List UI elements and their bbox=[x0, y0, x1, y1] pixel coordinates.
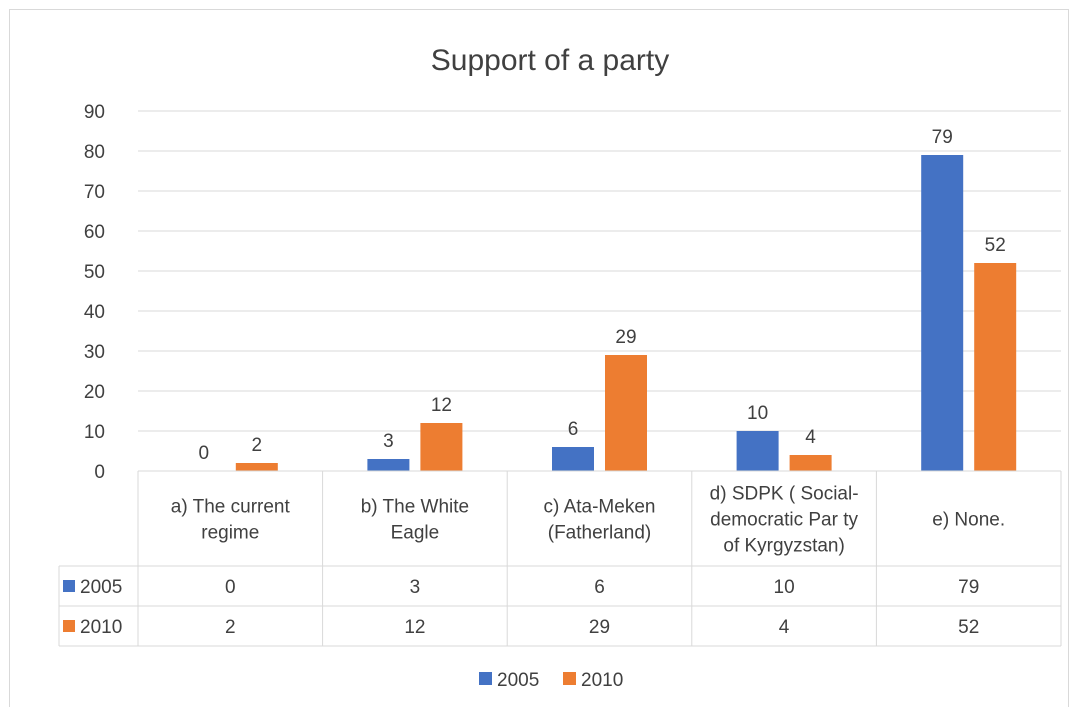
legend-swatch bbox=[479, 672, 492, 685]
chart-title: Support of a party bbox=[431, 44, 669, 77]
table-series-label: 2005 bbox=[80, 577, 122, 598]
category-label: d) SDPK ( Social- bbox=[710, 484, 859, 505]
category-label: a) The current bbox=[171, 497, 291, 518]
table-cell: 29 bbox=[589, 617, 610, 638]
bar-2010-3 bbox=[789, 455, 832, 471]
bars bbox=[235, 155, 1017, 471]
data-label-2005-4: 79 bbox=[932, 127, 953, 148]
y-tick-label: 70 bbox=[84, 182, 105, 203]
legend-swatch bbox=[563, 672, 576, 685]
y-tick-label: 0 bbox=[94, 462, 105, 483]
category-label: of Kyrgyzstan) bbox=[723, 536, 844, 557]
y-axis: 0 10 20 30 40 50 60 70 80 90 bbox=[84, 102, 105, 483]
y-tick-label: 90 bbox=[84, 102, 105, 123]
data-label-2005-1: 3 bbox=[383, 431, 394, 452]
legend-label: 2010 bbox=[581, 670, 623, 691]
y-tick-label: 50 bbox=[84, 262, 105, 283]
bar-2005-2 bbox=[552, 447, 594, 471]
bar-2010-0 bbox=[235, 463, 278, 471]
data-label-2005-2: 6 bbox=[568, 419, 579, 440]
gridlines bbox=[138, 110, 1061, 432]
category-label: c) Ata-Meken bbox=[544, 497, 656, 518]
table-cell: 3 bbox=[410, 577, 421, 598]
category-label: regime bbox=[201, 523, 259, 544]
data-label-2010-2: 29 bbox=[615, 327, 636, 348]
data-label-2005-3: 10 bbox=[747, 403, 768, 424]
bar-2010-4 bbox=[974, 263, 1017, 471]
category-label: b) The White bbox=[361, 497, 469, 518]
table-cell: 79 bbox=[958, 577, 979, 598]
table-cell: 12 bbox=[404, 617, 425, 638]
data-label-2010-4: 52 bbox=[985, 235, 1006, 256]
data-label-2010-1: 12 bbox=[431, 395, 452, 416]
bar-2005-4 bbox=[921, 155, 964, 471]
table-cell: 10 bbox=[774, 577, 795, 598]
category-label: e) None. bbox=[932, 510, 1005, 531]
data-label-2005-0: 0 bbox=[199, 443, 210, 464]
category-label: democratic Par ty bbox=[710, 510, 858, 531]
table-cell: 4 bbox=[779, 617, 790, 638]
table-cell: 2 bbox=[225, 617, 236, 638]
y-tick-label: 10 bbox=[84, 422, 105, 443]
bar-2005-3 bbox=[736, 431, 779, 471]
bar-2005-1 bbox=[367, 459, 410, 471]
data-label-2010-3: 4 bbox=[805, 427, 816, 448]
y-tick-label: 80 bbox=[84, 142, 105, 163]
y-tick-label: 20 bbox=[84, 382, 105, 403]
table-series-label: 2010 bbox=[80, 617, 122, 638]
category-label: (Fatherland) bbox=[548, 523, 652, 544]
bar-2010-1 bbox=[420, 423, 463, 471]
category-label: Eagle bbox=[391, 523, 440, 544]
chart-frame bbox=[9, 9, 1069, 707]
data-table: a) The current regime b) The White Eagle c) … bbox=[58, 470, 1062, 647]
data-label-2010-0: 2 bbox=[252, 435, 263, 456]
y-tick-label: 60 bbox=[84, 222, 105, 243]
y-tick-label: 30 bbox=[84, 342, 105, 363]
table-legend-key bbox=[63, 620, 75, 632]
legend: 2005 2010 bbox=[479, 670, 623, 691]
table-legend-key bbox=[63, 580, 75, 592]
table-cell: 52 bbox=[958, 617, 979, 638]
legend-label: 2005 bbox=[497, 670, 539, 691]
table-cell: 0 bbox=[225, 577, 236, 598]
bar-2010-2 bbox=[605, 355, 647, 471]
table-cell: 6 bbox=[594, 577, 605, 598]
y-tick-label: 40 bbox=[84, 302, 105, 323]
data-labels: 0 3 6 10 79 2 12 29 4 52 bbox=[199, 127, 1006, 464]
